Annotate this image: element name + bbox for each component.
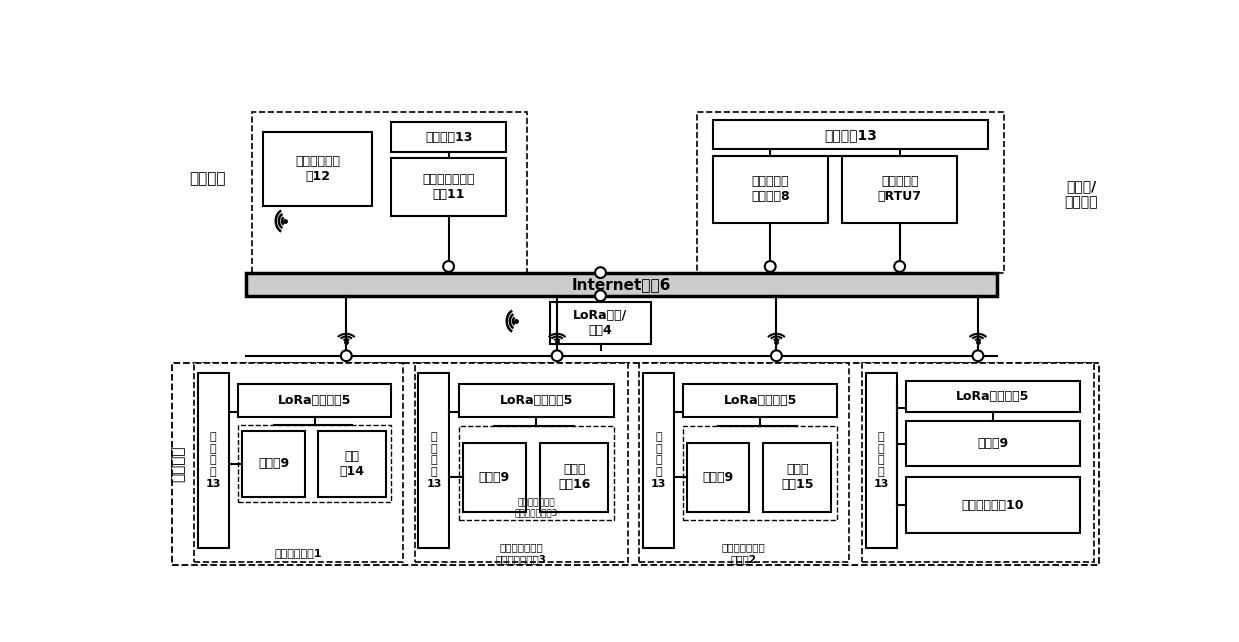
Circle shape <box>595 290 606 301</box>
FancyBboxPatch shape <box>238 383 392 417</box>
Text: 三相不平衡
调节装置8: 三相不平衡 调节装置8 <box>751 175 789 204</box>
Text: 电力沟道: 电力沟道 <box>171 446 186 482</box>
FancyBboxPatch shape <box>415 363 628 562</box>
Text: 温度传
感器15: 温度传 感器15 <box>781 464 814 491</box>
Text: Internet网络6: Internet网络6 <box>571 277 672 291</box>
Circle shape <box>595 267 606 278</box>
FancyBboxPatch shape <box>193 363 403 562</box>
Circle shape <box>444 261 453 272</box>
Text: 温度传
感器16: 温度传 感器16 <box>558 464 590 491</box>
Text: 电缆中间接头运
行状态监测模块3: 电缆中间接头运 行状态监测模块3 <box>514 498 558 517</box>
FancyBboxPatch shape <box>392 158 506 216</box>
Text: 供电模块13: 供电模块13 <box>824 128 877 142</box>
Text: LoRa网关/
基站4: LoRa网关/ 基站4 <box>574 309 628 337</box>
FancyBboxPatch shape <box>688 443 750 512</box>
FancyBboxPatch shape <box>458 426 613 520</box>
FancyBboxPatch shape <box>643 373 674 548</box>
Circle shape <box>551 351 563 361</box>
Text: 电缆运行状态监
测模块2: 电缆运行状态监 测模块2 <box>722 542 766 564</box>
Text: 供
电
模
块
13: 供 电 模 块 13 <box>426 432 441 489</box>
FancyBboxPatch shape <box>712 155 828 223</box>
FancyBboxPatch shape <box>462 443 527 512</box>
FancyBboxPatch shape <box>861 363 1094 562</box>
FancyBboxPatch shape <box>843 155 957 223</box>
Text: 单片机9: 单片机9 <box>703 471 733 484</box>
FancyBboxPatch shape <box>242 431 305 497</box>
Text: 供电和/
或负载侧: 供电和/ 或负载侧 <box>1064 179 1098 209</box>
Text: 单片机9: 单片机9 <box>258 458 289 471</box>
FancyBboxPatch shape <box>458 383 613 417</box>
FancyBboxPatch shape <box>684 426 836 520</box>
FancyBboxPatch shape <box>197 373 228 548</box>
Text: LoRa节点模块5: LoRa节点模块5 <box>499 394 572 407</box>
Text: 供
电
模
块
13: 供 电 模 块 13 <box>873 432 888 489</box>
FancyBboxPatch shape <box>264 132 372 205</box>
FancyBboxPatch shape <box>866 373 897 548</box>
FancyBboxPatch shape <box>906 421 1080 466</box>
Text: 供
电
模
块
13: 供 电 模 块 13 <box>650 432 667 489</box>
FancyBboxPatch shape <box>252 112 527 273</box>
Text: 电缆中间接头运
行状态监测模块3: 电缆中间接头运 行状态监测模块3 <box>496 542 546 564</box>
Text: 供
电
模
块
13: 供 电 模 块 13 <box>206 432 221 489</box>
Text: 运维人员: 运维人员 <box>190 171 225 186</box>
Text: 智能执行机构10: 智能执行机构10 <box>961 499 1025 512</box>
FancyBboxPatch shape <box>698 112 1004 273</box>
Text: LoRa节点模块5: LoRa节点模块5 <box>957 390 1030 403</box>
Circle shape <box>341 351 352 361</box>
Text: 单片机9: 单片机9 <box>478 471 510 484</box>
FancyBboxPatch shape <box>906 478 1080 533</box>
FancyBboxPatch shape <box>639 363 849 562</box>
FancyBboxPatch shape <box>238 425 392 502</box>
Circle shape <box>764 261 776 272</box>
FancyBboxPatch shape <box>550 302 650 344</box>
FancyBboxPatch shape <box>172 363 1099 565</box>
Text: LoRa节点模块5: LoRa节点模块5 <box>724 394 797 407</box>
FancyBboxPatch shape <box>419 373 450 548</box>
FancyBboxPatch shape <box>247 273 996 296</box>
FancyBboxPatch shape <box>684 383 836 417</box>
Text: 传感
器14: 传感 器14 <box>339 450 364 478</box>
Text: 远程移动监控
端12: 远程移动监控 端12 <box>295 155 341 183</box>
FancyBboxPatch shape <box>540 443 608 512</box>
FancyBboxPatch shape <box>712 120 987 150</box>
Text: 远程终端装
置RTU7: 远程终端装 置RTU7 <box>877 175 922 204</box>
Text: 供电模块13: 供电模块13 <box>425 130 472 144</box>
Circle shape <box>771 351 782 361</box>
FancyBboxPatch shape <box>392 123 506 152</box>
Text: 单片机9: 单片机9 <box>978 437 1009 450</box>
Circle shape <box>973 351 984 361</box>
FancyBboxPatch shape <box>317 431 385 497</box>
Circle shape <box>895 261 904 272</box>
Text: LoRa节点模块5: LoRa节点模块5 <box>278 394 351 407</box>
FancyBboxPatch shape <box>763 443 831 512</box>
Text: 远程监控中心计
算机11: 远程监控中心计 算机11 <box>422 173 475 201</box>
FancyBboxPatch shape <box>906 381 1080 412</box>
Text: 环境监测模块1: 环境监测模块1 <box>275 548 322 558</box>
